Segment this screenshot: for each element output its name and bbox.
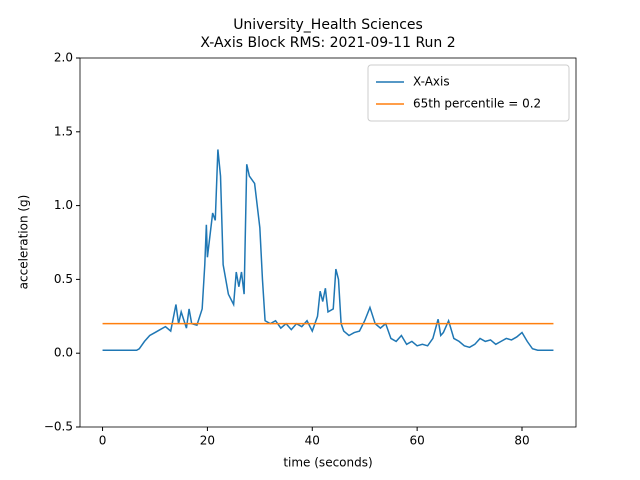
- legend-label: X-Axis: [413, 75, 450, 89]
- series-line: [102, 149, 554, 351]
- x-tick-label: 40: [305, 434, 320, 448]
- y-axis-label: acceleration (g): [17, 195, 31, 290]
- x-tick-label: 60: [409, 434, 424, 448]
- x-tick-label: 20: [200, 434, 215, 448]
- y-tick-label: −0.5: [44, 420, 73, 434]
- y-tick-label: 1.5: [54, 124, 73, 138]
- y-tick-label: 2.0: [54, 51, 73, 65]
- y-tick-label: 0.0: [54, 346, 73, 360]
- y-tick-label: 1.0: [54, 198, 73, 212]
- y-tick-label: 0.5: [54, 272, 73, 286]
- x-axis-label: time (seconds): [283, 456, 372, 470]
- chart-subtitle: X-Axis Block RMS: 2021-09-11 Run 2: [200, 35, 455, 51]
- x-tick-label: 0: [99, 434, 107, 448]
- chart-title: University_Health Sciences: [233, 17, 423, 33]
- x-tick-label: 80: [514, 434, 529, 448]
- plot-frame: [79, 57, 577, 428]
- legend-label: 65th percentile = 0.2: [413, 97, 541, 111]
- legend-box: [367, 64, 570, 122]
